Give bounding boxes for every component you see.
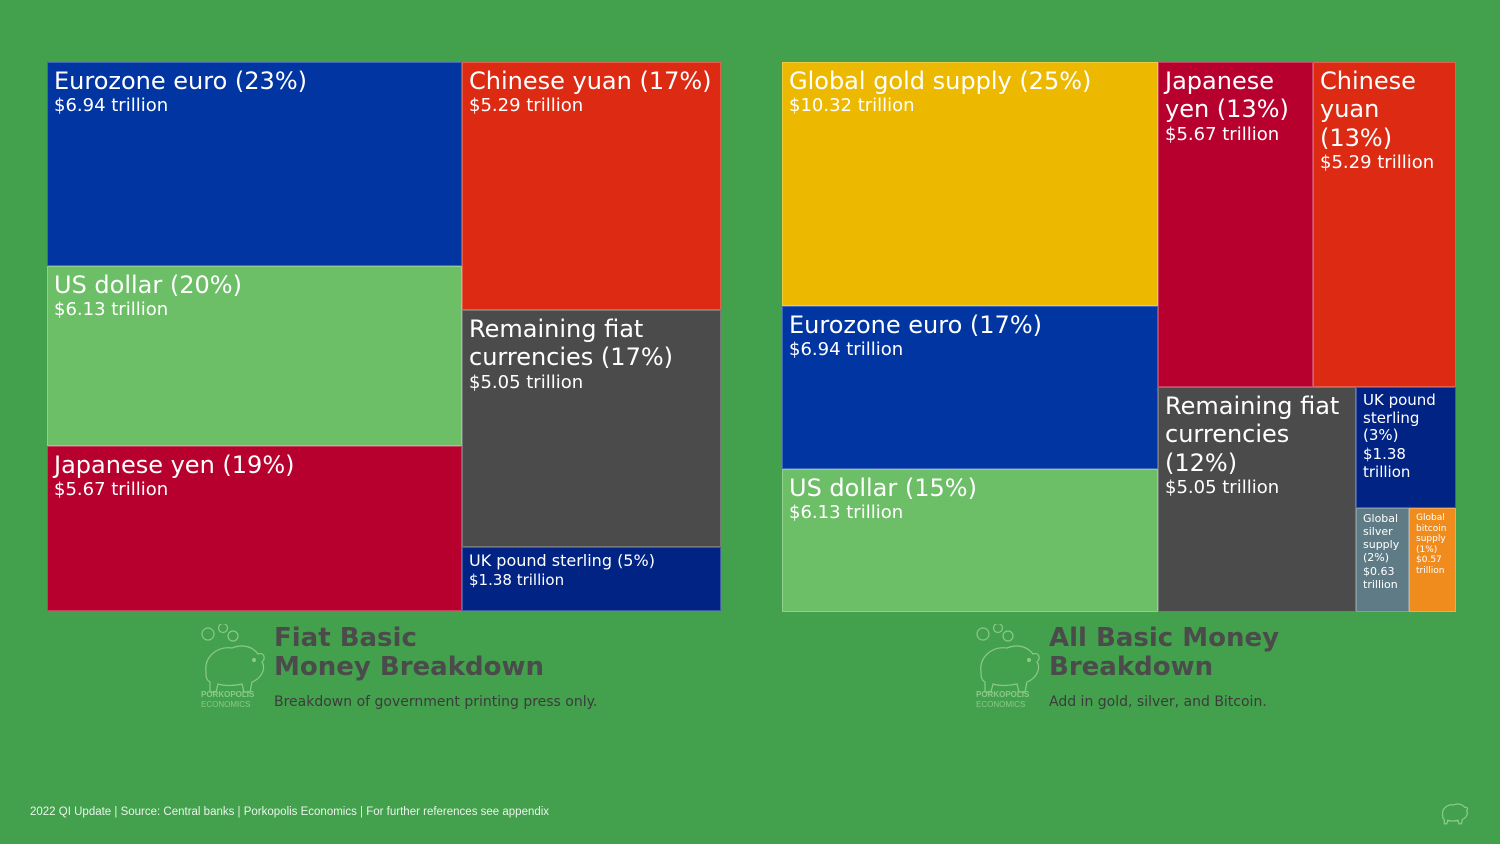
corner-piggy-icon <box>1441 803 1469 825</box>
treemap-cell-us-dollar: US dollar (20%) $6.13 trillion <box>47 266 462 446</box>
treemap-cell-value: $5.67 trillion <box>1165 123 1280 145</box>
logo-name-line2: ECONOMICS <box>201 700 250 709</box>
logo-name-line1: PORKOPOLIS <box>976 690 1030 699</box>
fiat-caption: PORKOPOLIS ECONOMICS Fiat Basic Money Br… <box>200 624 660 716</box>
treemap-cell-value: $10.32 trillion <box>789 95 915 117</box>
treemap-cell-label: UK pound sterling (3%) <box>1363 391 1436 445</box>
treemap-cell-label: Chinese yuan (17%) <box>469 67 712 95</box>
treemap-cell-label: UK pound sterling (5%) <box>469 551 655 570</box>
treemap-cell-remaining-fiat-currencies: Remaining fiat currencies (17%) $5.05 tri… <box>462 310 721 547</box>
treemap-cell-label: Remaining fiat currencies (17%) <box>469 315 673 372</box>
treemap-cell-label: Remaining fiat currencies (12%) <box>1165 392 1340 477</box>
treemap-cell-global-silver-supply: Global silver supply (2%) $0.63 trillion <box>1356 508 1409 612</box>
treemap-cell-label: Japanese yen (13%) <box>1165 67 1289 124</box>
all-money-title-line1: All Basic Money <box>1049 623 1280 653</box>
treemap-cell-eurozone-euro: Eurozone euro (17%) $6.94 trillion <box>782 306 1158 469</box>
fiat-title-line2: Money Breakdown <box>274 652 544 682</box>
treemap-cell-uk-pound-sterling: UK pound sterling (3%) $1.38 trillion <box>1356 387 1456 508</box>
treemap-cell-global-gold-supply: Global gold supply (25%) $10.32 trillion <box>782 62 1158 306</box>
fiat-treemap: Eurozone euro (23%) $6.94 trillion Chinese… <box>47 62 721 611</box>
treemap-cell-label: Eurozone euro (17%) <box>789 311 1042 339</box>
all-money-treemap: Global gold supply (25%) $10.32 trillion J… <box>782 62 1456 612</box>
treemap-cell-uk-pound-sterling: UK pound sterling (5%) $1.38 trillion <box>462 547 721 611</box>
treemap-cell-label: Japanese yen (19%) <box>54 451 295 479</box>
all-money-caption: PORKOPOLIS ECONOMICS All Basic Money Bre… <box>975 624 1435 716</box>
treemap-cell-us-dollar: US dollar (15%) $6.13 trillion <box>782 469 1158 612</box>
treemap-cell-label: Global silver supply (2%) <box>1363 512 1400 564</box>
all-money-title-line2: Breakdown <box>1049 652 1214 682</box>
treemap-cell-value: $5.05 trillion <box>469 371 584 393</box>
piggy-bank-icon: PORKOPOLIS ECONOMICS <box>201 624 265 709</box>
treemap-cell-japanese-yen: Japanese yen (13%) $5.67 trillion <box>1158 62 1313 387</box>
fiat-title: Fiat Basic Money Breakdown <box>274 624 544 682</box>
treemap-cell-global-bitcoin-supply: Global bitcoin supply (1%) $0.57 trillion <box>1409 508 1456 612</box>
fiat-title-line1: Fiat Basic <box>274 623 417 653</box>
treemap-cell-label: US dollar (15%) <box>789 474 977 502</box>
footer-source: 2022 QI Update | Source: Central banks |… <box>30 806 550 818</box>
treemap-cell-value: $6.13 trillion <box>789 502 904 524</box>
treemap-cell-chinese-yuan: Chinese yuan (17%) $5.29 trillion <box>462 62 721 310</box>
all-money-title: All Basic Money Breakdown <box>1049 624 1279 682</box>
all-money-subtitle: Add in gold, silver, and Bitcoin. <box>1049 694 1267 710</box>
logo-name-line1: PORKOPOLIS <box>201 690 255 699</box>
treemap-cell-value: $1.38 trillion <box>1363 445 1411 482</box>
fiat-subtitle: Breakdown of government printing press o… <box>274 694 598 710</box>
treemap-cell-value: $0.63 trillion <box>1363 564 1398 592</box>
treemap-cell-value: $5.05 trillion <box>1165 476 1280 498</box>
treemap-cell-remaining-fiat-currencies: Remaining fiat currencies (12%) $5.05 tri… <box>1158 387 1356 612</box>
treemap-cell-label: US dollar (20%) <box>54 271 242 299</box>
treemap-cell-eurozone-euro: Eurozone euro (23%) $6.94 trillion <box>47 62 462 266</box>
treemap-cell-label: Chinese yuan (13%) <box>1320 67 1416 152</box>
treemap-cell-chinese-yuan: Chinese yuan (13%) $5.29 trillion <box>1313 62 1456 387</box>
treemap-cell-value: $6.94 trillion <box>789 339 904 361</box>
treemap-cell-value: $5.29 trillion <box>469 95 584 117</box>
treemap-cell-value: $0.57 trillion <box>1416 555 1445 577</box>
treemap-cell-value: $6.94 trillion <box>54 95 169 117</box>
treemap-cell-value: $1.38 trillion <box>469 570 565 589</box>
treemap-cell-japanese-yen: Japanese yen (19%) $5.67 trillion <box>47 446 462 611</box>
treemap-cell-value: $5.67 trillion <box>54 479 169 501</box>
logo-name-line2: ECONOMICS <box>976 700 1025 709</box>
treemap-cell-value: $6.13 trillion <box>54 299 169 321</box>
treemap-cell-value: $5.29 trillion <box>1320 151 1435 173</box>
treemap-cell-label: Global bitcoin supply (1%) <box>1416 513 1447 555</box>
treemap-cell-label: Eurozone euro (23%) <box>54 67 307 95</box>
treemap-cell-label: Global gold supply (25%) <box>789 67 1092 95</box>
piggy-bank-icon: PORKOPOLIS ECONOMICS <box>976 624 1040 709</box>
